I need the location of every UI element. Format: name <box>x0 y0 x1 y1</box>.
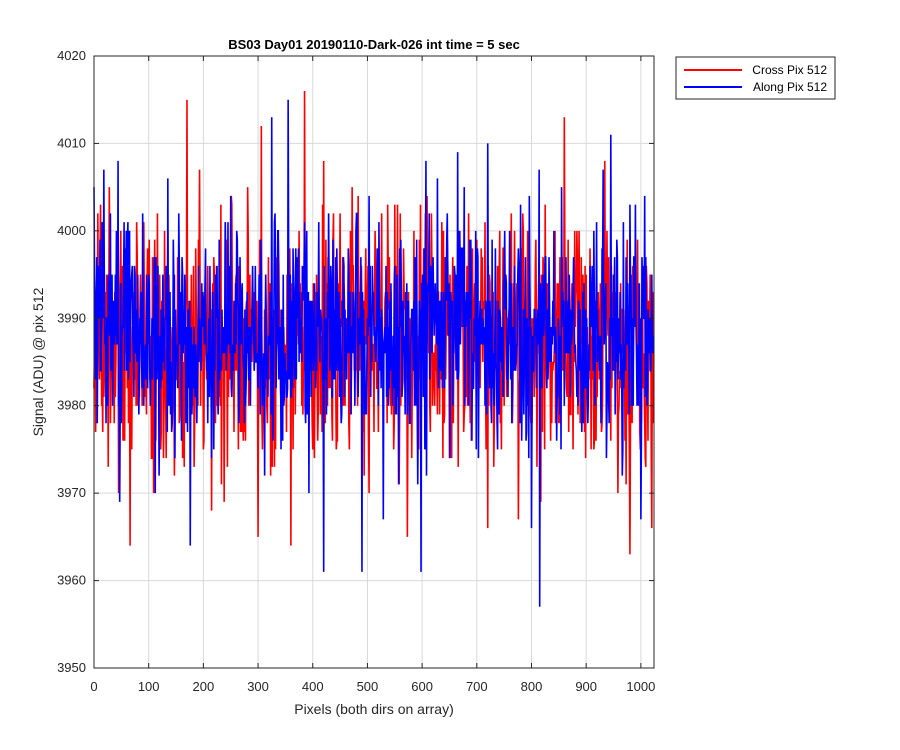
y-tick-label: 4000 <box>57 223 86 238</box>
legend: Cross Pix 512 Along Pix 512 <box>675 56 836 100</box>
x-tick-label: 500 <box>357 679 379 694</box>
x-tick-label: 0 <box>90 679 97 694</box>
y-tick-label: 3980 <box>57 398 86 413</box>
x-tick-label: 100 <box>138 679 160 694</box>
x-tick-label: 600 <box>411 679 433 694</box>
y-tick-label: 3990 <box>57 310 86 325</box>
y-tick-label: 4020 <box>57 48 86 63</box>
x-tick-label: 900 <box>575 679 597 694</box>
y-tick-label: 3970 <box>57 485 86 500</box>
axis-ticks: 0 100 200 300 400 500 600 700 800 900 1000 3950 3960… <box>57 48 655 694</box>
legend-box <box>675 56 836 100</box>
x-tick-label: 700 <box>466 679 488 694</box>
legend-label-along: Along Pix 512 <box>753 80 827 94</box>
chart-title: BS03 Day01 20190110-Dark-026 int time = … <box>228 37 520 52</box>
x-tick-label: 800 <box>521 679 543 694</box>
y-tick-label: 3950 <box>57 660 86 675</box>
plot-frame <box>93 55 655 669</box>
x-axis-label: Pixels (both dirs on array) <box>294 701 454 717</box>
series-line-along-pix-512 <box>93 99 655 607</box>
x-tick-label: 1000 <box>626 679 655 694</box>
legend-label-cross: Cross Pix 512 <box>752 63 827 77</box>
series-layer <box>93 90 655 607</box>
y-tick-label: 3960 <box>57 573 86 588</box>
y-axis-label: Signal (ADU) @ pix 512 <box>30 287 46 436</box>
x-tick-label: 200 <box>193 679 215 694</box>
x-tick-label: 400 <box>302 679 324 694</box>
y-tick-label: 4010 <box>57 135 86 150</box>
x-tick-label: 300 <box>247 679 269 694</box>
